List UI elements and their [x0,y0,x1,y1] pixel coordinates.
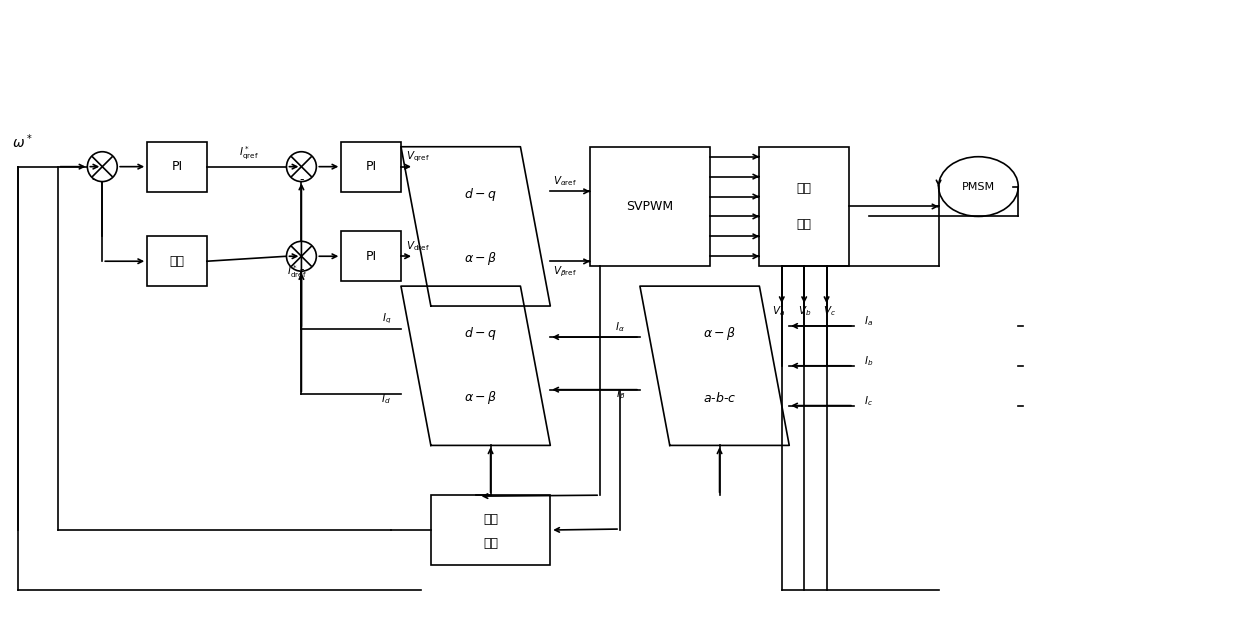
Text: 弱磁: 弱磁 [170,255,185,268]
Text: $I_\alpha$: $I_\alpha$ [615,321,625,334]
Bar [341,232,401,281]
Text: $\alpha-\beta$: $\alpha-\beta$ [464,389,497,406]
Text: $I_c$: $I_c$ [864,394,873,408]
Text: $I_d$: $I_d$ [382,393,391,406]
Text: $I_q$: $I_q$ [382,312,391,326]
Text: $\alpha-\beta$: $\alpha-\beta$ [703,326,737,342]
Text: $V_{\rm dref}$: $V_{\rm dref}$ [405,239,430,253]
Circle shape [286,241,316,271]
Polygon shape [401,286,551,446]
Bar [759,146,849,266]
Text: $\alpha-\beta$: $\alpha-\beta$ [464,250,497,267]
Text: $I_a$: $I_a$ [864,314,873,328]
Text: 估算: 估算 [484,538,498,550]
Bar [148,141,207,192]
Text: $V_{\beta\rm ref}$: $V_{\beta\rm ref}$ [553,264,577,279]
Bar [341,141,401,192]
Bar [590,146,709,266]
Text: $d-q$: $d-q$ [464,186,497,203]
Circle shape [87,151,118,182]
Text: PI: PI [366,160,377,173]
Ellipse shape [939,156,1018,217]
Text: -: - [91,173,95,186]
Text: $a$-$b$-$c$: $a$-$b$-$c$ [703,391,737,404]
Text: PMSM: PMSM [962,182,994,192]
Text: -: - [299,173,304,186]
Text: 电路: 电路 [796,218,812,231]
Polygon shape [401,146,551,306]
Text: $V_b$: $V_b$ [797,304,811,318]
Text: $I_b$: $I_b$ [864,354,873,367]
Text: $V_a$: $V_a$ [773,304,785,318]
Text: $V_{\rm qref}$: $V_{\rm qref}$ [405,150,430,164]
Text: $d-q$: $d-q$ [464,326,497,342]
Text: $I^*_{\rm dref}$: $I^*_{\rm dref}$ [286,263,306,280]
Text: 位置: 位置 [484,513,498,526]
Text: PI: PI [366,250,377,263]
Text: $I^*_{\rm qref}$: $I^*_{\rm qref}$ [239,145,259,162]
Text: SVPWM: SVPWM [626,200,673,213]
Bar [430,495,551,565]
Text: PI: PI [171,160,182,173]
Bar [148,237,207,286]
Text: $V_{\alpha\rm ref}$: $V_{\alpha\rm ref}$ [553,175,578,188]
Text: 逆变: 逆变 [796,182,812,195]
Polygon shape [640,286,789,446]
Text: $V_c$: $V_c$ [823,304,836,318]
Text: $I_\beta$: $I_\beta$ [615,387,625,402]
Text: -: - [299,263,304,275]
Text: $\omega^*$: $\omega^*$ [12,133,33,151]
Circle shape [286,151,316,182]
